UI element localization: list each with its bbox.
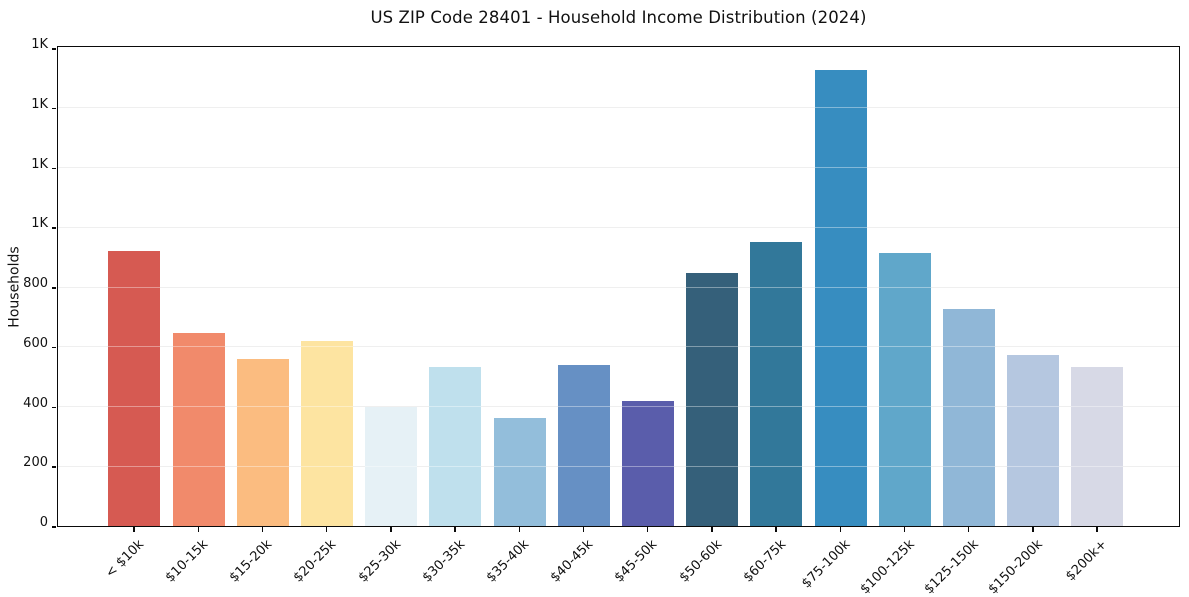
- bar-25-30k: [365, 406, 418, 526]
- y-tick-label: 1K: [31, 216, 48, 232]
- bar-200k: [1071, 367, 1124, 526]
- bar-45-50k: [621, 400, 674, 526]
- gridline: [58, 406, 1179, 407]
- gridline: [58, 107, 1179, 109]
- y-tick-mark: [51, 107, 56, 110]
- bar-15-20k: [236, 359, 289, 526]
- y-tick-label: 0: [39, 515, 48, 530]
- gridline: [58, 465, 1179, 467]
- x-tick-mark: [261, 527, 264, 532]
- y-tick-mark: [51, 167, 56, 169]
- x-axis-tick-labels: < $10k $10-15k $15-20k $20-25k $25-30k $30-35…: [57, 533, 1180, 597]
- bar-125-150k: [942, 309, 995, 526]
- y-tick-label: 600: [23, 335, 48, 351]
- y-tick-mark: [51, 48, 56, 50]
- x-tick-mark: [1096, 527, 1098, 532]
- x-tick-label: $15-20k: [226, 537, 276, 586]
- y-tick-label: 1K: [31, 156, 48, 172]
- plot-area: [57, 46, 1180, 527]
- x-tick-mark: [582, 527, 585, 532]
- x-tick-label: $35-40k: [483, 537, 533, 586]
- gridline: [58, 286, 1179, 288]
- x-tick-label: < $10k: [102, 537, 147, 582]
- x-tick-label: $100-125k: [857, 537, 918, 597]
- bar-100-125k: [878, 252, 931, 526]
- x-tick-label: $125-150k: [921, 537, 982, 597]
- y-axis-tick-labels: 0 200 400 600 800 1K 1K 1K 1K: [7, 38, 48, 530]
- bar-150-200k: [1007, 354, 1060, 526]
- gridline-overlay: [58, 226, 1179, 228]
- x-tick-label: $60-75k: [740, 537, 789, 586]
- x-tick-label: $30-35k: [419, 537, 468, 586]
- gridline: [58, 167, 1179, 168]
- gridline-overlay: [58, 346, 1179, 348]
- y-tick-mark: [51, 346, 56, 349]
- x-tick-label: $200k+: [1062, 537, 1110, 585]
- gridline-overlay: [58, 465, 1179, 467]
- gridline: [58, 346, 1179, 348]
- gridline-overlay: [58, 406, 1179, 407]
- x-tick-mark: [518, 527, 520, 532]
- x-tick-label: $50-60k: [676, 537, 725, 586]
- x-tick-mark: [454, 527, 456, 532]
- gridline-overlay: [58, 286, 1179, 288]
- gridline-overlay: [58, 167, 1179, 168]
- bar-75-100k: [814, 69, 867, 526]
- x-tick-mark: [197, 527, 199, 532]
- x-tick-label: $20-25k: [291, 537, 340, 586]
- chart-title: US ZIP Code 28401 - Household Income Dis…: [370, 8, 867, 27]
- bar-20-25k: [300, 340, 353, 526]
- x-tick-mark: [390, 527, 392, 532]
- y-tick-label: 200: [23, 455, 48, 471]
- gridline: [58, 226, 1179, 228]
- x-tick-mark: [133, 527, 135, 532]
- bar-40-45k: [557, 365, 610, 526]
- gridline-overlay: [58, 107, 1179, 109]
- y-tick-label: 400: [23, 395, 48, 411]
- y-tick-label: 800: [23, 276, 48, 291]
- bar-50-60k: [686, 272, 739, 526]
- x-tick-mark: [775, 527, 777, 532]
- y-tick-mark: [51, 466, 56, 468]
- x-tick-label: $75-100k: [798, 537, 854, 592]
- y-tick-mark: [51, 526, 56, 528]
- y-tick-label: 1K: [31, 96, 48, 112]
- x-tick-mark: [1032, 527, 1034, 532]
- bar-10-15k: [172, 333, 225, 526]
- x-tick-mark: [903, 527, 906, 532]
- x-tick-label: $150-200k: [985, 537, 1046, 597]
- x-tick-mark: [839, 527, 841, 532]
- x-tick-mark: [967, 527, 970, 532]
- bar-60-75k: [750, 241, 803, 526]
- bar-30-35k: [429, 366, 482, 526]
- bar-10k: [108, 251, 161, 526]
- x-tick-mark: [325, 527, 328, 532]
- y-tick-mark: [51, 406, 56, 408]
- y-tick-mark: [51, 287, 56, 289]
- x-tick-mark: [646, 527, 649, 532]
- x-tick-mark: [711, 527, 713, 532]
- y-tick-label: 1K: [31, 37, 48, 52]
- bar-35-40k: [493, 418, 546, 526]
- y-tick-mark: [51, 227, 56, 229]
- x-tick-label: $25-30k: [355, 537, 404, 586]
- x-tick-label: $10-15k: [162, 537, 212, 586]
- x-tick-label: $45-50k: [612, 537, 661, 586]
- x-tick-label: $40-45k: [547, 537, 597, 586]
